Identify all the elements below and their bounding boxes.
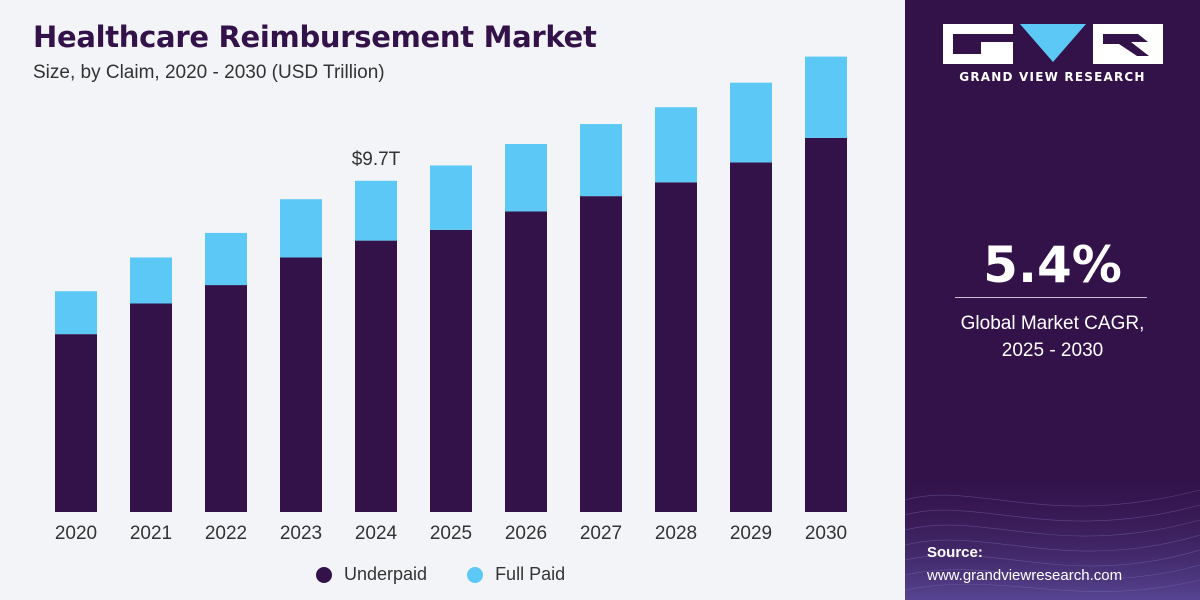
- x-tick-label-2029: 2029: [730, 523, 772, 544]
- cagr-label-line-1: Global Market CAGR,: [960, 313, 1145, 334]
- legend-item-underpaid: Underpaid: [316, 564, 427, 585]
- bar-2029-underpaid: [730, 162, 772, 512]
- bar-2022-full-paid: [205, 232, 247, 286]
- logo-letter-v-icon: [1020, 24, 1086, 62]
- legend-label-underpaid: Underpaid: [344, 564, 428, 584]
- bar-2028-underpaid: [655, 182, 697, 513]
- bar-2024-full-paid: [355, 180, 397, 241]
- legend-swatch-underpaid: [316, 566, 332, 583]
- wave-decoration: [905, 460, 1200, 600]
- x-tick-label-2020: 2020: [55, 523, 97, 544]
- logo-letter-g-icon: [943, 24, 1013, 64]
- cagr-label-line-2: 2025 - 2030: [1001, 340, 1104, 361]
- chart-legend: Underpaid Full Paid: [316, 564, 605, 585]
- cagr-divider: [955, 297, 1147, 298]
- x-tick-label-2028: 2028: [655, 523, 697, 544]
- gvr-logo: [943, 24, 1163, 64]
- x-tick-label-2024: 2024: [355, 523, 398, 544]
- source-label: Source:: [927, 544, 983, 561]
- legend-item-full-paid: Full Paid: [467, 564, 565, 585]
- bar-2020-underpaid: [55, 334, 97, 512]
- bar-2023-full-paid: [280, 199, 322, 258]
- cagr-value: 5.4%: [983, 236, 1122, 294]
- bar-2027-underpaid: [580, 196, 622, 512]
- bar-2024-underpaid: [355, 240, 397, 512]
- bar-2025-full-paid: [430, 165, 472, 230]
- bar-2023-underpaid: [280, 257, 322, 512]
- source-url[interactable]: www.grandviewresearch.com: [927, 567, 1123, 584]
- bar-2025-underpaid: [430, 229, 472, 512]
- legend-swatch-full-paid: [467, 566, 484, 583]
- bar-2020-full-paid: [55, 291, 97, 335]
- x-tick-label-2026: 2026: [505, 523, 547, 544]
- bar-2030-underpaid: [805, 137, 847, 512]
- bar-2026-full-paid: [505, 144, 547, 212]
- bar-2030-full-paid: [805, 56, 847, 138]
- logo-letter-r-icon: [1093, 24, 1163, 64]
- x-tick-label-2023: 2023: [280, 523, 322, 544]
- x-tick-label-2027: 2027: [580, 523, 622, 544]
- chart-subtitle: Size, by Claim, 2020 - 2030 (USD Trillio…: [33, 62, 385, 83]
- stacked-bar-chart: 2020 2021 2022 2023 2024 $9.7T 2025 2026 2027 202…: [55, 56, 847, 544]
- chart-panel: Healthcare Reimbursement Market Size, by…: [33, 20, 848, 585]
- x-tick-label-2030: 2030: [805, 523, 847, 544]
- bar-2026-underpaid: [505, 211, 547, 512]
- bar-2029-full-paid: [730, 82, 772, 163]
- x-tick-label-2025: 2025: [430, 523, 472, 544]
- bar-2028-full-paid: [655, 107, 697, 183]
- bar-2021-full-paid: [130, 257, 172, 304]
- chart-title: Healthcare Reimbursement Market: [33, 20, 597, 54]
- legend-label-full-paid: Full Paid: [495, 564, 566, 584]
- side-panel: GRAND VIEW RESEARCH 5.4% Global Market C…: [905, 0, 1200, 600]
- data-label-2024: $9.7T: [352, 149, 401, 170]
- x-tick-label-2022: 2022: [205, 523, 247, 544]
- cagr-label: Global Market CAGR, 2025 - 2030: [905, 310, 1200, 364]
- brand-name: GRAND VIEW RESEARCH: [959, 70, 1146, 84]
- bar-2022-underpaid: [205, 285, 247, 512]
- bar-2021-underpaid: [130, 303, 172, 512]
- x-tick-label-2021: 2021: [130, 523, 172, 544]
- bar-2027-full-paid: [580, 124, 622, 197]
